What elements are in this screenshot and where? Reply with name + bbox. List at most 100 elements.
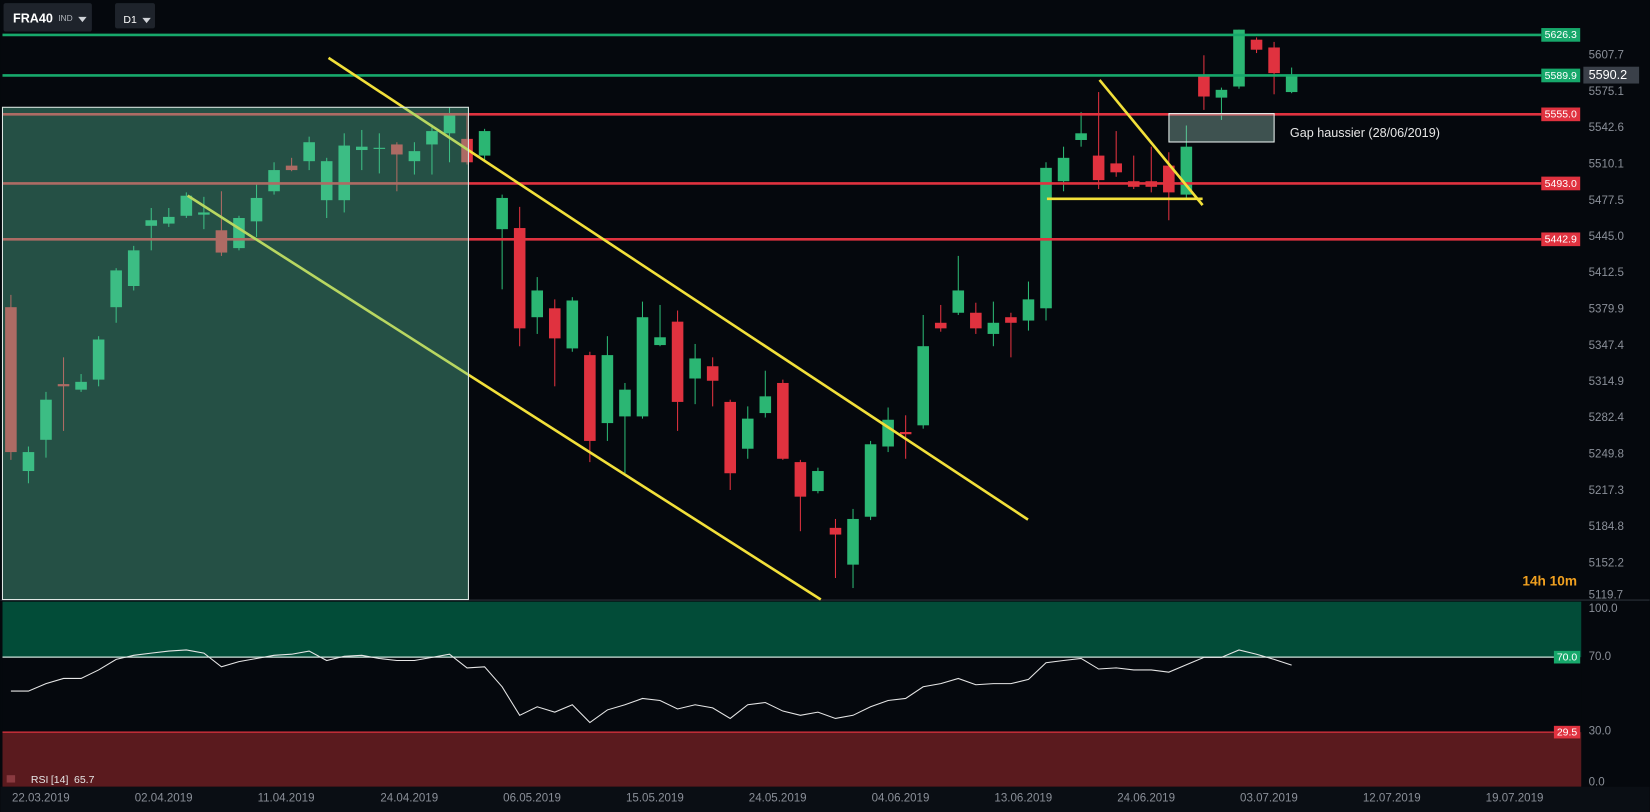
candle-body [1233,29,1245,87]
rsi-tick-label: 30.0 [1589,725,1611,737]
price-level-tag [1541,68,1581,83]
candle-body [391,144,403,155]
timeframe[interactable]: D1 [123,14,137,26]
rsi-tick-label: 100.0 [1589,603,1618,615]
candle-body [689,358,701,379]
x-tick-label: 02.04.2019 [135,792,193,804]
candle-body [654,337,666,346]
candle-countdown: 14h 10m [1522,573,1577,588]
y-tick-label: 5477.5 [1589,195,1624,207]
x-tick-label: 24.05.2019 [749,792,807,804]
candle-body [1215,89,1228,98]
symbol-selector[interactable] [3,3,92,32]
candle-body [1057,157,1070,182]
candle-body [1075,133,1087,140]
candle-body [426,131,438,145]
dropdown-arrow[interactable] [78,16,87,23]
gap-rectangle [1168,113,1275,143]
x-tick-label: 22.03.2019 [12,792,70,804]
dropdown-arrow[interactable] [142,17,151,24]
candle-body [373,147,386,149]
rsi-name: RSI [31,774,49,786]
timeframe-selector[interactable] [115,3,155,29]
x-tick-label: 24.06.2019 [1117,792,1175,804]
x-tick-label: 13.06.2019 [994,792,1052,804]
candle-body [1163,165,1175,193]
price-level-tag [1541,107,1581,122]
x-tick-label: 11.04.2019 [258,792,315,804]
y-tick-label: 5119.7 [1589,589,1623,601]
candle-body [355,146,368,151]
overbought-zone [2,601,1582,658]
candle-body [531,290,544,318]
candle-body [584,355,596,441]
candle-body [57,384,70,387]
rsi-line [10,649,1292,724]
candle-body [198,212,210,215]
candle-body [110,270,122,308]
candle-body [566,300,579,349]
candle-body [548,308,561,339]
candle-body [145,220,158,226]
candle-body [285,165,298,171]
price-level-label: 5555.0 [1545,109,1577,121]
candle-body [268,170,280,192]
y-tick-label: 5152.2 [1589,557,1624,569]
candle-body [5,307,17,453]
axes: 5626.3 5589.9 5555.0 5493.0 5442.9 5607.7 5575… [6,28,1640,804]
candle-body [741,418,754,449]
x-tick-label: 03.07.2019 [1240,792,1298,804]
candle-body [636,317,649,417]
gap-annotation: Gap haussier (28/06/2019) [1290,126,1440,140]
y-tick-label: 5445.0 [1589,231,1624,243]
price-level-label: 5442.9 [1545,234,1577,246]
candle-body [303,142,315,162]
candle-body [671,321,684,402]
candle-body [706,366,719,381]
candle-body [75,381,87,390]
candle-body [1268,47,1280,74]
y-tick-label: 5347.4 [1589,340,1625,352]
candle-body [127,250,140,287]
x-tick-label: 24.04.2019 [380,792,438,804]
candle-body [829,527,842,535]
candle-body [320,161,333,201]
candle-body [513,228,526,329]
candle-body [794,462,807,497]
candle-body [917,346,929,426]
x-tick-label: 12.07.2019 [1363,792,1421,804]
price-level-tag [1541,28,1581,42]
candle-body [619,389,631,417]
y-tick-label: 5314.9 [1589,376,1624,388]
candle-body [22,452,35,472]
trend-line [1098,79,1204,206]
trend-line [186,194,822,601]
candle-body [1198,75,1210,97]
y-tick-label: 5575.1 [1589,86,1624,98]
price-level-label: 5626.3 [1545,29,1577,41]
y-tick-label: 5379.9 [1589,304,1624,316]
range-rectangle [1,106,469,601]
rsi-pane [0,599,1650,787]
candle-body [952,290,965,313]
candle-body [250,197,263,222]
y-tick-label: 5412.5 [1589,267,1624,279]
current-price-tag [1583,66,1640,84]
x-tick-label: 04.06.2019 [872,792,930,804]
price-level-label: 5493.0 [1545,178,1577,190]
candle-body [601,355,614,424]
oversold-tag [1553,725,1581,739]
rsi-params: [14] [51,774,69,786]
symbol[interactable]: FRA40 [13,11,53,25]
y-tick-label: 5249.8 [1589,449,1624,461]
symbol-type[interactable]: IND [58,13,72,23]
candle-body [882,419,894,447]
candle-body [215,230,228,253]
candle-body [408,151,421,162]
y-tick-label: 5510.1 [1589,158,1624,170]
candle-body [1180,146,1193,195]
current-price: 5590.2 [1589,68,1628,82]
candle-body [92,339,105,380]
